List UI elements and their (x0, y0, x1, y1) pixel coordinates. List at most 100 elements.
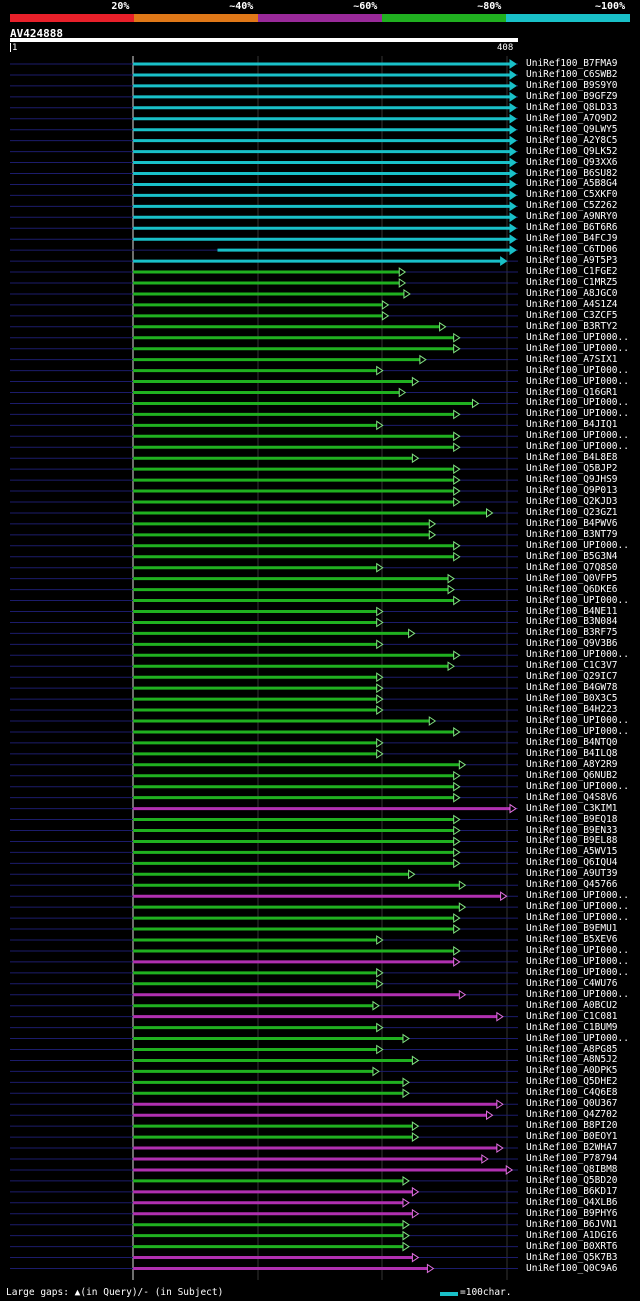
hit-label[interactable]: UniRef100_Q4Z702 (526, 1109, 618, 1121)
hit-label[interactable]: UniRef100_UPI000.. (526, 890, 629, 902)
hit-label[interactable]: UniRef100_B6JVN1 (526, 1218, 618, 1230)
hit-label[interactable]: UniRef100_B3NT79 (526, 528, 618, 540)
hit-label[interactable]: UniRef100_UPI000.. (526, 342, 629, 354)
hit-label[interactable]: UniRef100_A8N5J2 (526, 1054, 618, 1066)
hit-label[interactable]: UniRef100_Q5DHE2 (526, 1076, 618, 1088)
hit-label[interactable]: UniRef100_A0DPK5 (526, 1065, 618, 1077)
hit-label[interactable]: UniRef100_UPI000.. (526, 441, 629, 453)
hit-label[interactable]: UniRef100_A7SIX1 (526, 353, 618, 365)
hit-label[interactable]: UniRef100_UPI000.. (526, 715, 629, 726)
hit-label[interactable]: UniRef100_C1FGE2 (526, 266, 618, 278)
hit-label[interactable]: UniRef100_B4PWV6 (526, 517, 618, 529)
hit-label[interactable]: UniRef100_Q9JHS9 (526, 474, 618, 486)
hit-label[interactable]: UniRef100_UPI000.. (526, 375, 629, 387)
hit-label[interactable]: UniRef100_A9NRY0 (526, 211, 618, 223)
hit-label[interactable]: UniRef100_Q8LD33 (526, 101, 618, 113)
hit-label[interactable]: UniRef100_C1MRZ5 (526, 277, 618, 288)
hit-label[interactable]: UniRef100_B9S9Y0 (526, 79, 618, 91)
hit-label[interactable]: UniRef100_B9EN33 (526, 824, 618, 836)
hit-label[interactable]: UniRef100_B0EOY1 (526, 1131, 618, 1143)
hit-label[interactable]: UniRef100_B4GW78 (526, 682, 618, 694)
hit-label[interactable]: UniRef100_A5B8G4 (526, 178, 618, 190)
hit-label[interactable]: UniRef100_UPI000.. (526, 780, 629, 792)
hit-label[interactable]: UniRef100_B4ILQ8 (526, 747, 618, 759)
hit-label[interactable]: UniRef100_B5G3N4 (526, 550, 618, 562)
hit-label[interactable]: UniRef100_Q5BD20 (526, 1174, 618, 1186)
hit-label[interactable]: UniRef100_A5WV15 (526, 846, 618, 858)
hit-label[interactable]: UniRef100_B3N084 (526, 616, 618, 628)
hit-label[interactable]: UniRef100_UPI000.. (526, 988, 629, 1000)
hit-label[interactable]: UniRef100_Q4S8V6 (526, 791, 618, 803)
hit-label[interactable]: UniRef100_A2Y8C5 (526, 134, 618, 146)
hit-label[interactable]: UniRef100_C1C081 (526, 1010, 618, 1022)
hit-label[interactable]: UniRef100_UPI000.. (526, 901, 629, 913)
hit-label[interactable]: UniRef100_Q2KJD3 (526, 496, 618, 507)
hit-label[interactable]: UniRef100_UPI000.. (526, 594, 629, 606)
hit-label[interactable]: UniRef100_B9GFZ9 (526, 90, 618, 102)
hit-label[interactable]: UniRef100_UPI000.. (526, 364, 629, 376)
hit-label[interactable]: UniRef100_Q5BJP2 (526, 463, 618, 475)
hit-label[interactable]: UniRef100_C6SWB2 (526, 68, 618, 80)
hit-label[interactable]: UniRef100_B6T6R6 (526, 222, 618, 234)
hit-label[interactable]: UniRef100_P78794 (526, 1153, 618, 1164)
hit-label[interactable]: UniRef100_A4S1Z4 (526, 298, 618, 310)
hit-label[interactable]: UniRef100_A0BCU2 (526, 999, 618, 1011)
hit-label[interactable]: UniRef100_B3RF75 (526, 627, 618, 639)
hit-label[interactable]: UniRef100_B9EL88 (526, 835, 618, 847)
hit-label[interactable]: UniRef100_UPI000.. (526, 397, 629, 409)
hit-label[interactable]: UniRef100_Q9P013 (526, 485, 618, 497)
hit-label[interactable]: UniRef100_Q6IQU4 (526, 857, 618, 869)
hit-label[interactable]: UniRef100_C4Q6E8 (526, 1087, 618, 1099)
hit-label[interactable]: UniRef100_B4H223 (526, 704, 618, 716)
hit-label[interactable]: UniRef100_B2WHA7 (526, 1142, 618, 1154)
hit-label[interactable]: UniRef100_C5Z262 (526, 200, 618, 212)
hit-label[interactable]: UniRef100_B0XRT6 (526, 1240, 618, 1252)
hit-label[interactable]: UniRef100_B5XEV6 (526, 934, 618, 945)
hit-label[interactable]: UniRef100_Q23GZ1 (526, 506, 618, 518)
hit-label[interactable]: UniRef100_UPI000.. (526, 430, 629, 442)
hit-label[interactable]: UniRef100_A9UT39 (526, 868, 618, 880)
hit-label[interactable]: UniRef100_B8PI20 (526, 1120, 618, 1132)
hit-label[interactable]: UniRef100_B4FCJ9 (526, 233, 618, 245)
hit-label[interactable]: UniRef100_B9PHY6 (526, 1207, 618, 1219)
hit-label[interactable]: UniRef100_A8PG85 (526, 1043, 618, 1055)
hit-label[interactable]: UniRef100_Q9LK52 (526, 145, 618, 157)
hit-label[interactable]: UniRef100_Q0VFP5 (526, 572, 618, 584)
hit-label[interactable]: UniRef100_UPI000.. (526, 539, 629, 551)
hit-label[interactable]: UniRef100_UPI000.. (526, 649, 629, 661)
hit-label[interactable]: UniRef100_B7FMA9 (526, 58, 618, 69)
hit-label[interactable]: UniRef100_Q45766 (526, 879, 618, 891)
hit-label[interactable]: UniRef100_A8Y2R9 (526, 758, 618, 770)
hit-label[interactable]: UniRef100_A9T5P3 (526, 255, 618, 267)
hit-label[interactable]: UniRef100_A1DGI6 (526, 1229, 618, 1241)
hit-label[interactable]: UniRef100_B9EQ18 (526, 813, 618, 825)
hit-label[interactable]: UniRef100_Q9V3B6 (526, 638, 618, 650)
hit-label[interactable]: UniRef100_UPI000.. (526, 1032, 629, 1044)
hit-label[interactable]: UniRef100_C1BUM9 (526, 1021, 618, 1033)
hit-label[interactable]: UniRef100_C5XKF0 (526, 189, 618, 201)
hit-label[interactable]: UniRef100_Q6DKE6 (526, 583, 618, 595)
hit-label[interactable]: UniRef100_B4JIQ1 (526, 419, 618, 431)
hit-label[interactable]: UniRef100_B4NE11 (526, 605, 618, 617)
hit-label[interactable]: UniRef100_B4L8E8 (526, 452, 618, 464)
hit-label[interactable]: UniRef100_Q7Q8S0 (526, 561, 618, 573)
hit-label[interactable]: UniRef100_UPI000.. (526, 944, 629, 956)
hit-label[interactable]: UniRef100_UPI000.. (526, 408, 629, 420)
hit-label[interactable]: UniRef100_Q29IC7 (526, 671, 618, 683)
hit-label[interactable]: UniRef100_Q16GR1 (526, 386, 618, 398)
hit-label[interactable]: UniRef100_C3KIM1 (526, 802, 618, 814)
hit-label[interactable]: UniRef100_B6SU82 (526, 167, 618, 179)
hit-label[interactable]: UniRef100_B6KD17 (526, 1185, 618, 1197)
hit-label[interactable]: UniRef100_UPI000.. (526, 725, 629, 737)
hit-label[interactable]: UniRef100_UPI000.. (526, 331, 629, 343)
hit-label[interactable]: UniRef100_Q4XLB6 (526, 1196, 618, 1208)
hit-label[interactable]: UniRef100_Q9LWY5 (526, 123, 618, 135)
hit-label[interactable]: UniRef100_B0X3C5 (526, 693, 618, 705)
hit-label[interactable]: UniRef100_Q5K7B3 (526, 1251, 618, 1263)
hit-label[interactable]: UniRef100_B4NTQ0 (526, 736, 618, 748)
hit-label[interactable]: UniRef100_Q0U367 (526, 1098, 618, 1110)
hit-label[interactable]: UniRef100_Q6NUB2 (526, 769, 618, 781)
hit-label[interactable]: UniRef100_B9EMU1 (526, 923, 618, 935)
hit-label[interactable]: UniRef100_UPI000.. (526, 912, 629, 924)
hit-label[interactable]: UniRef100_C6TD06 (526, 244, 618, 256)
